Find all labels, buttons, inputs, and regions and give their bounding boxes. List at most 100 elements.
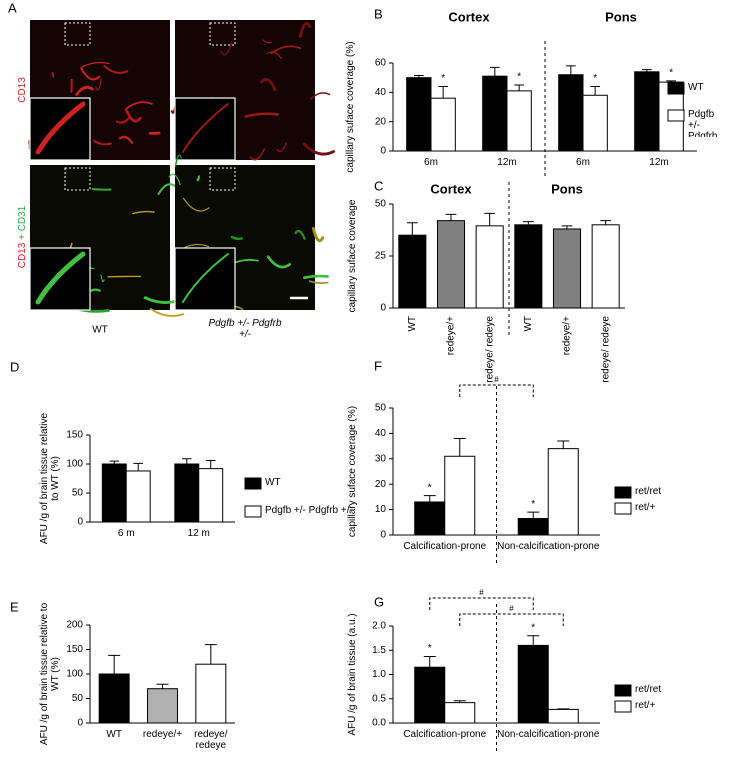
x-tick-label: Calcification-prone: [403, 729, 487, 740]
panel-letter: C: [374, 178, 383, 193]
vessel: [168, 173, 181, 186]
bracket: [459, 384, 534, 397]
bar: [444, 455, 476, 536]
x-tick-label-box: Calcification-prone: [403, 729, 487, 740]
y-tick-label: 50: [72, 693, 84, 704]
vessel: [244, 112, 279, 118]
y-tick-label: 10: [375, 504, 387, 515]
significance: *: [441, 73, 445, 84]
vessel: [294, 229, 306, 240]
vessel: [81, 61, 110, 68]
vessel: [35, 101, 86, 155]
stain-label: + CD31: [17, 205, 28, 240]
x-tick-label: 12m: [497, 157, 517, 168]
significance: *: [531, 622, 535, 633]
error-bar: [423, 656, 436, 668]
panel-letter: F: [374, 358, 382, 373]
y-tick-label: 0: [380, 146, 386, 157]
bracket-label: #: [494, 375, 499, 384]
legend-label-box: ret/+: [635, 700, 656, 711]
legend-swatch: [614, 684, 632, 697]
y-tick-label: 1.0: [372, 669, 386, 680]
legend-swatch: [614, 700, 632, 713]
legend-label: ret/+: [635, 700, 656, 711]
error-bar: [423, 495, 436, 502]
panel-letter: D: [10, 359, 19, 374]
error-bar: [133, 462, 143, 471]
bar: [517, 517, 549, 536]
x-tick-label-box: redeye/+: [142, 729, 183, 740]
error-bar: [156, 683, 169, 689]
y-axis-label-box: AFU /g of brain tissue relative to WT (%…: [39, 412, 61, 545]
vessel: [124, 101, 153, 110]
panel-letter: G: [374, 594, 384, 609]
row-label: CD13 + CD31: [17, 205, 28, 268]
y-tick-label: 0: [380, 303, 386, 314]
y-axis-label: capillary suface coverage: [346, 199, 358, 313]
bar: [414, 666, 446, 724]
y-tick-label: 40: [375, 428, 387, 439]
column-label-box: Pdgfb +/- Pdgfrb +/-: [208, 318, 281, 340]
bar: [475, 225, 504, 309]
error-bar: [641, 69, 652, 72]
vessel: [118, 135, 134, 144]
row-label: CD13: [17, 77, 28, 103]
y-tick-label: 150: [66, 430, 83, 441]
bracket: [459, 613, 564, 626]
y-axis-label: AFU /g of brain tissue relative to WT (%…: [39, 412, 61, 545]
vessel: [298, 21, 312, 38]
error-bar: [484, 212, 496, 226]
y-axis-label-box: capillary suface coverage (%): [345, 41, 356, 172]
y-tick-label: 1.5: [372, 645, 386, 656]
bracket: [429, 597, 534, 610]
group-label: Pons: [605, 9, 637, 24]
x-tick-label: redeye/ redeye: [600, 316, 611, 383]
legend-label: ret/+: [635, 502, 656, 513]
legend-label-box: WT: [688, 82, 704, 93]
legend-label: ret/ret: [635, 486, 662, 497]
legend-label-box: ret/ret: [635, 684, 661, 695]
x-tick-label: Calcification-prone: [403, 541, 487, 552]
y-tick-label: 25: [375, 251, 387, 262]
bar: [634, 71, 660, 152]
vessel: [308, 280, 329, 284]
inset-marker: [209, 167, 236, 191]
vessel: [276, 142, 287, 152]
y-tick-label: 0: [77, 517, 83, 528]
x-tick-label: redeye/ redeye: [484, 316, 495, 383]
significance: *: [428, 482, 432, 493]
error-bar: [666, 80, 677, 83]
y-axis-label-box: capillary suface coverage: [346, 199, 358, 313]
error-bar: [522, 221, 534, 225]
x-tick-label: redeye/ redeye: [194, 729, 228, 751]
error-bar: [438, 85, 449, 99]
error-bar: [527, 511, 540, 519]
x-tick-label: redeye/+: [142, 729, 183, 740]
bar: [430, 97, 456, 152]
bar: [98, 673, 130, 724]
legend-label: Pdgfb +/- Pdgfrb +/-: [688, 109, 718, 137]
vessel: [309, 92, 331, 100]
vessel: [303, 274, 329, 280]
vessel: [182, 253, 229, 303]
x-tick-label-box: redeye/ redeye: [194, 729, 228, 751]
x-tick-label: Non-calcification-prone: [497, 541, 600, 552]
y-axis-label-box: AFU /g of brain tissue (a.u.): [346, 613, 358, 736]
y-axis-label: AFU /g of brain tissue (a.u.): [346, 613, 358, 736]
column-label: WT: [92, 325, 108, 336]
stain-label: CD13: [17, 77, 28, 103]
y-tick-label: 60: [375, 58, 387, 69]
error-bar: [489, 66, 500, 77]
bar: [517, 644, 549, 724]
y-axis-label-box: AFU /g of brain tissue relative to WT (%…: [39, 603, 61, 745]
x-tick-label-box: Non-calcification-prone: [497, 541, 600, 552]
error-bar: [453, 700, 466, 703]
vessel: [174, 154, 182, 167]
error-bar: [527, 635, 540, 646]
y-tick-label: 150: [66, 644, 83, 655]
error-bar: [600, 220, 612, 225]
legend-label: Pdgfb +/- Pdgfrb +/-: [265, 505, 353, 516]
legend-label: WT: [688, 82, 704, 93]
bar: [414, 501, 446, 536]
